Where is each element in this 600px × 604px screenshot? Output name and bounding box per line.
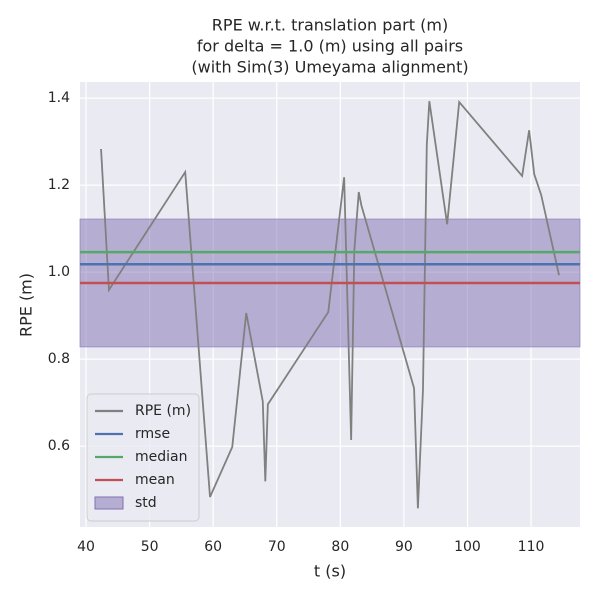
legend-label: std (135, 495, 157, 511)
y-tick-label: 0.6 (48, 438, 70, 454)
y-tick-label: 0.8 (48, 351, 70, 367)
data-line (100, 99, 560, 509)
chart-title: (with Sim(3) Umeyama alignment) (191, 58, 468, 77)
chart-title: for delta = 1.0 (m) using all pairs (197, 37, 463, 56)
legend-label: RPE (m) (135, 403, 191, 419)
y-axis-label: RPE (m) (17, 273, 36, 337)
x-tick-label: 110 (518, 539, 545, 555)
chart-title: RPE w.r.t. translation part (m) (212, 16, 448, 35)
legend-label: rmse (135, 426, 170, 442)
legend-label: mean (135, 472, 175, 488)
x-tick-label: 100 (454, 539, 481, 555)
legend-label: median (135, 449, 187, 465)
y-tick-label: 1.2 (48, 177, 70, 193)
y-tick-label: 1.4 (48, 90, 70, 106)
x-tick-label: 80 (331, 539, 349, 555)
y-tick-label: 1.0 (48, 264, 70, 280)
legend-box (86, 393, 200, 522)
x-tick-label: 40 (77, 539, 95, 555)
x-tick-label: 50 (141, 539, 159, 555)
x-axis-label: t (s) (314, 562, 346, 581)
x-tick-label: 70 (268, 539, 286, 555)
legend-swatch (94, 496, 124, 510)
x-tick-label: 60 (204, 539, 222, 555)
x-tick-label: 90 (395, 539, 413, 555)
